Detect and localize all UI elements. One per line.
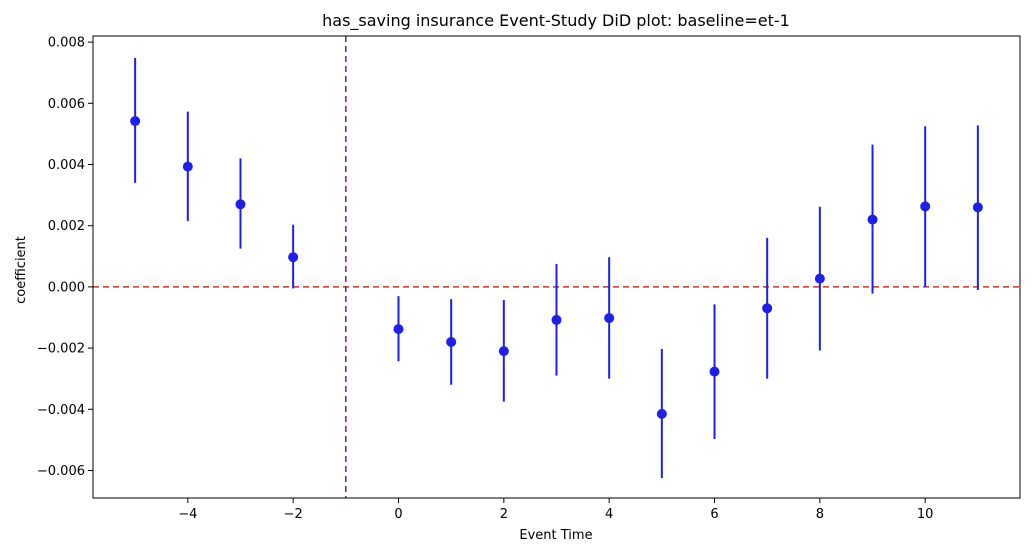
y-tick-label: 0.008 [48, 36, 85, 51]
coefficient-point [867, 214, 878, 225]
y-tick-label: 0.002 [48, 219, 85, 234]
y-tick-label: −0.004 [37, 403, 85, 418]
coefficient-point [604, 313, 615, 324]
x-tick-label: −4 [178, 507, 197, 522]
plot-frame [92, 35, 1021, 499]
x-axis-label: Event Time [519, 528, 592, 543]
coefficient-point [393, 324, 404, 335]
x-tick-label: 0 [394, 507, 402, 522]
coefficient-point [762, 303, 773, 314]
x-tick-label: 10 [917, 507, 934, 522]
coefficient-point [814, 273, 825, 284]
coefficient-point [656, 408, 667, 419]
plot-area [93, 36, 1020, 498]
coefficient-point [288, 252, 299, 263]
y-axis-label: coefficient [14, 236, 29, 304]
y-tick-label: −0.006 [37, 464, 85, 479]
coefficient-point [709, 366, 720, 377]
coefficient-point [182, 161, 193, 172]
x-tick-label: −2 [284, 507, 303, 522]
y-tick-label: 0.004 [48, 158, 85, 173]
x-tick-label: 2 [500, 507, 508, 522]
coefficient-point [972, 202, 983, 213]
coefficient-point [498, 346, 509, 357]
x-axis: −4 −2 0 2 4 6 8 10 [178, 498, 933, 522]
x-tick-label: 6 [710, 507, 718, 522]
x-tick-label: 4 [605, 507, 613, 522]
coefficient-point [920, 201, 931, 212]
coefficient-point [446, 336, 457, 347]
coefficient-point [235, 199, 246, 210]
chart-title: has_saving insurance Event-Study DiD plo… [322, 11, 790, 31]
coefficient-point [130, 116, 141, 127]
y-tick-label: 0.006 [48, 97, 85, 112]
x-tick-label: 8 [816, 507, 824, 522]
y-tick-label: 0.000 [48, 280, 85, 295]
coefficient-point [551, 314, 562, 325]
y-tick-label: −0.002 [37, 342, 85, 357]
y-axis: −0.006 −0.004 −0.002 0.000 0.002 0.004 0.006 0.… [37, 36, 93, 479]
